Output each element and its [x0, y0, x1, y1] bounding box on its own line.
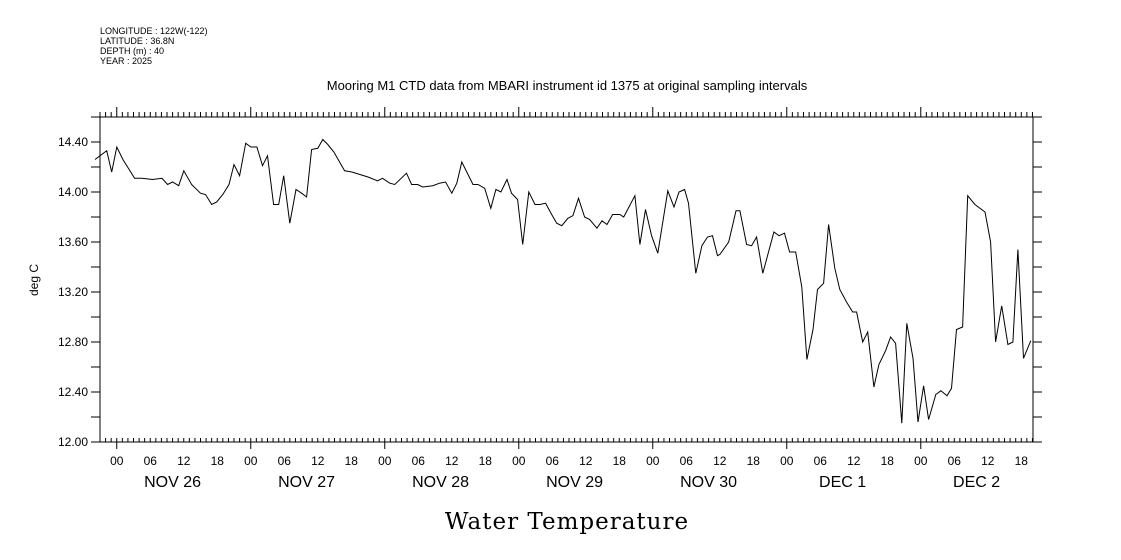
x-hour-tick-label: 18 [345, 454, 359, 468]
y-tick-label: 12.80 [58, 335, 88, 349]
x-day-label: NOV 29 [546, 474, 603, 491]
y-axis-title: deg C [27, 264, 41, 296]
metadata-block: LONGITUDE : 122W(-122) LATITUDE : 36.8N … [100, 26, 208, 66]
x-hour-tick-label: 00 [646, 454, 660, 468]
x-day-label: DEC 1 [819, 474, 866, 491]
x-hour-tick-label: 18 [881, 454, 895, 468]
y-tick-label: 12.00 [58, 435, 88, 449]
x-day-label: NOV 30 [680, 474, 737, 491]
x-hour-tick-label: 12 [847, 454, 861, 468]
x-hour-tick-label: 18 [613, 454, 627, 468]
x-hour-tick-label: 06 [144, 454, 158, 468]
y-tick-label: 14.40 [58, 135, 88, 149]
x-hour-tick-label: 18 [1015, 454, 1029, 468]
longitude-label: LONGITUDE : 122W(-122) [100, 26, 208, 36]
x-hour-tick-label: 12 [579, 454, 593, 468]
depth-label: DEPTH (m) : 40 [100, 46, 165, 56]
x-hour-tick-label: 06 [278, 454, 292, 468]
y-tick-label: 13.60 [58, 235, 88, 249]
x-hour-tick-label: 18 [211, 454, 225, 468]
x-hour-tick-label: 12 [177, 454, 191, 468]
x-hour-tick-label: 00 [110, 454, 124, 468]
x-hour-tick-label: 00 [378, 454, 392, 468]
x-axis-title: Water Temperature [445, 509, 689, 535]
x-hour-tick-label: 06 [412, 454, 426, 468]
x-day-label: NOV 28 [412, 474, 469, 491]
x-hour-tick-label: 06 [546, 454, 560, 468]
x-hour-tick-label: 00 [914, 454, 928, 468]
x-hour-tick-label: 00 [512, 454, 526, 468]
latitude-label: LATITUDE : 36.8N [100, 36, 175, 46]
x-hour-tick-label: 18 [747, 454, 761, 468]
y-tick-label: 12.40 [58, 385, 88, 399]
x-hour-tick-label: 12 [981, 454, 995, 468]
x-hour-tick-label: 18 [479, 454, 493, 468]
series-line-water-temperature [94, 138, 1032, 424]
x-hour-tick-label: 06 [814, 454, 828, 468]
y-tick-label: 14.00 [58, 185, 88, 199]
x-hour-tick-label: 00 [780, 454, 794, 468]
x-hour-tick-label: 00 [244, 454, 258, 468]
x-hour-tick-label: 12 [445, 454, 459, 468]
y-tick-label: 13.20 [58, 285, 88, 299]
x-day-label: NOV 26 [144, 474, 201, 491]
x-hour-tick-label: 12 [713, 454, 727, 468]
x-hour-tick-label: 06 [948, 454, 962, 468]
x-day-label: DEC 2 [953, 474, 1000, 491]
x-hour-tick-label: 12 [311, 454, 325, 468]
x-hour-tick-label: 06 [680, 454, 694, 468]
chart-title: Mooring M1 CTD data from MBARI instrumen… [327, 78, 808, 93]
year-label: YEAR : 2025 [100, 56, 153, 66]
x-day-label: NOV 27 [278, 474, 335, 491]
plot-frame [99, 116, 1034, 443]
